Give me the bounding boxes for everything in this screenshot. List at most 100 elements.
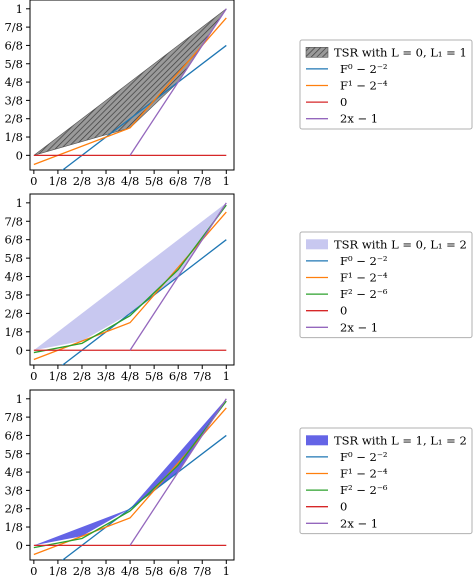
x-tick-label: 4/8: [121, 174, 140, 188]
x-tick-label: 1: [223, 564, 230, 578]
legend-label-3: 0: [340, 304, 347, 318]
x-tick-label: 1/8: [49, 174, 68, 188]
y-tick-label: 5/8: [4, 57, 23, 71]
series-line-2: [33, 400, 227, 549]
series-line-3: [129, 8, 227, 156]
plot-frame: [29, 389, 235, 561]
x-tick-label: 2/8: [73, 174, 92, 188]
legend-swatch-fill: [305, 46, 329, 58]
x-tick-label: 0: [30, 369, 37, 383]
plot-content: [33, 8, 227, 170]
x-tick-label: 0: [30, 564, 37, 578]
x-tick-label: 7/8: [193, 174, 212, 188]
legend-label-0: F⁰ − 2⁻²: [340, 62, 388, 76]
legend-swatch-fill: [306, 239, 328, 250]
chart-panel-1: 0 1/8 2/8 3/8 4/8 5/8 6/8 7/8 1 0 1/8 2/8 3/8 4/8 5/8 6…: [4, 193, 473, 383]
y-tick-label: 0: [16, 343, 23, 357]
legend-label-3: 0: [340, 500, 347, 514]
x-tick-label: 7/8: [193, 564, 212, 578]
legend-label-2: F² − 2⁻⁶: [340, 483, 388, 497]
x-tick-label: 3/8: [97, 174, 116, 188]
x-tick-label: 5/8: [145, 174, 164, 188]
plot-content: [33, 202, 227, 365]
y-tick-label: 7/8: [4, 20, 23, 34]
legend-label-1: F¹ − 2⁻⁴: [340, 467, 388, 481]
legend-label-0: F⁰ − 2⁻²: [340, 254, 388, 268]
series-line-4: [129, 202, 227, 351]
y-tick-label: 2/8: [4, 306, 23, 320]
y-tick-label: 4/8: [4, 75, 23, 89]
y-tick-label: 0: [16, 148, 23, 162]
legend-label-0: F⁰ − 2⁻²: [340, 450, 388, 464]
series-line-0: [61, 434, 227, 560]
y-tick-label: 1/8: [4, 325, 23, 339]
legend-label-fill: TSR with L = 0, L₁ = 2: [334, 237, 467, 251]
y-tick-label: 1: [16, 2, 23, 16]
tsr-region: [33, 202, 227, 351]
plot-frame: [29, 0, 235, 171]
chart-panel-2: 0 1/8 2/8 3/8 4/8 5/8 6/8 7/8 1 0 1/8 2/8 3/8 4/8 5/8 6…: [4, 389, 473, 578]
x-tick-label: 5/8: [145, 369, 164, 383]
y-tick-label: 3/8: [4, 93, 23, 107]
y-tick-label: 2/8: [4, 502, 23, 516]
y-tick-label: 4/8: [4, 270, 23, 284]
x-tick-label: 3/8: [97, 564, 116, 578]
tsr-region: [33, 398, 227, 546]
legend-box: [299, 427, 473, 535]
legend: TSR with L = 1, L₁ = 2 F⁰ − 2⁻² F¹ − 2⁻⁴ F²…: [299, 427, 473, 535]
legend-swatch-fill: [306, 435, 328, 446]
series-line-0: [61, 239, 227, 365]
x-tick-label: 5/8: [145, 564, 164, 578]
x-tick-label: 1/8: [49, 564, 68, 578]
x-tick-label: 3/8: [97, 369, 116, 383]
y-tick-label: 4/8: [4, 465, 23, 479]
legend-label-1: F¹ − 2⁻⁴: [340, 79, 388, 93]
x-tick-label: 6/8: [169, 369, 188, 383]
plot-frame: [29, 193, 235, 366]
y-tick-label: 7/8: [4, 410, 23, 424]
y-tick-label: 5/8: [4, 447, 23, 461]
series-line-4: [129, 398, 227, 546]
y-tick-label: 2/8: [4, 112, 23, 126]
y-tick-label: 6/8: [4, 428, 23, 442]
tsr-region: [33, 8, 227, 156]
x-tick-label: 6/8: [169, 564, 188, 578]
legend-label-3: 2x − 1: [340, 112, 378, 126]
y-tick-label: 1: [16, 392, 23, 406]
series-line-2: [33, 204, 227, 354]
legend: TSR with L = 0, L₁ = 2 F⁰ − 2⁻² F¹ − 2⁻⁴ F²…: [299, 231, 473, 339]
legend-label-4: 2x − 1: [340, 516, 378, 530]
chart-panel-0: 0 1/8 2/8 3/8 4/8 5/8 6/8 7/8 1 0 1/8 2/8 3/8 4/8 5/8 6…: [4, 0, 473, 188]
x-tick-label: 2/8: [73, 369, 92, 383]
legend-label-1: F¹ − 2⁻⁴: [340, 271, 388, 285]
legend-label-2: 0: [340, 95, 347, 109]
x-tick-label: 1/8: [49, 369, 68, 383]
x-tick-label: 4/8: [121, 369, 140, 383]
x-tick-label: 2/8: [73, 564, 92, 578]
legend-label-fill: TSR with L = 1, L₁ = 2: [334, 433, 467, 447]
series-line-0: [61, 44, 227, 170]
legend-box: [299, 231, 473, 339]
y-tick-label: 3/8: [4, 483, 23, 497]
legend-box: [299, 39, 473, 130]
y-tick-label: 1: [16, 196, 23, 210]
y-tick-label: 5/8: [4, 251, 23, 265]
x-tick-label: 1: [223, 369, 230, 383]
x-tick-label: 6/8: [169, 174, 188, 188]
y-tick-label: 7/8: [4, 214, 23, 228]
legend: TSR with L = 0, L₁ = 1 F⁰ − 2⁻² F¹ − 2⁻⁴ 0 2…: [299, 39, 473, 130]
y-tick-label: 1/8: [4, 520, 23, 534]
y-tick-label: 6/8: [4, 233, 23, 247]
series-line-1: [33, 17, 227, 166]
plot-content: [33, 398, 227, 560]
y-tick-label: 0: [16, 538, 23, 552]
x-tick-label: 4/8: [121, 564, 140, 578]
legend-label-4: 2x − 1: [340, 320, 378, 334]
y-tick-label: 3/8: [4, 288, 23, 302]
x-tick-label: 7/8: [193, 369, 212, 383]
series-line-1: [33, 407, 227, 556]
legend-label-fill: TSR with L = 0, L₁ = 1: [334, 45, 467, 59]
legend-label-2: F² − 2⁻⁶: [340, 287, 388, 301]
x-tick-label: 1: [223, 174, 230, 188]
